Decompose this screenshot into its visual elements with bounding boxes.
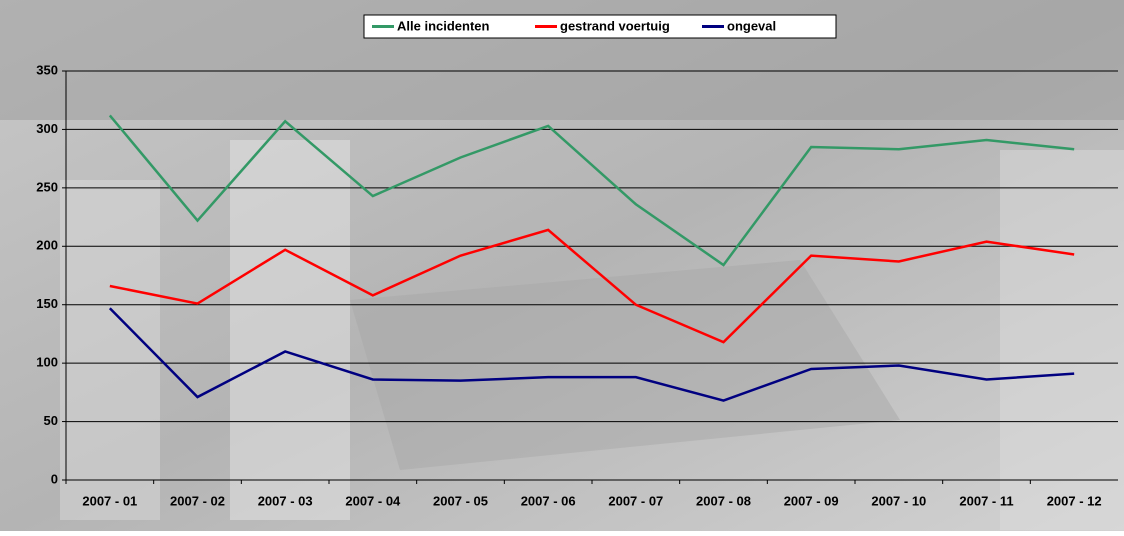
legend-label: Alle incidenten xyxy=(397,18,490,33)
y-tick-label: 200 xyxy=(36,238,58,253)
y-tick-label: 350 xyxy=(36,62,58,77)
background-shape xyxy=(350,260,900,470)
y-tick-label: 300 xyxy=(36,121,58,136)
legend-label: ongeval xyxy=(727,18,776,33)
x-tick-label: 2007 - 12 xyxy=(1047,493,1102,508)
x-tick-label: 2007 - 01 xyxy=(82,493,137,508)
x-tick-label: 2007 - 04 xyxy=(345,493,401,508)
legend-label: gestrand voertuig xyxy=(560,18,670,33)
legend-box xyxy=(363,14,837,39)
x-tick-label: 2007 - 09 xyxy=(784,493,839,508)
x-tick-label: 2007 - 11 xyxy=(959,493,1013,508)
series-line xyxy=(109,228,1075,344)
x-tick-label: 2007 - 02 xyxy=(170,493,225,508)
y-tick-label: 0 xyxy=(51,471,58,486)
x-tick-label: 2007 - 05 xyxy=(433,493,488,508)
y-tick-label: 100 xyxy=(36,355,58,370)
x-tick-label: 2007 - 10 xyxy=(871,493,926,508)
background-shape xyxy=(230,140,350,520)
y-tick-label: 50 xyxy=(44,413,58,428)
y-tick-label: 150 xyxy=(36,296,58,311)
series-line xyxy=(108,114,1075,267)
x-tick-label: 2007 - 08 xyxy=(696,493,751,508)
y-tick-label: 250 xyxy=(36,179,58,194)
series-line xyxy=(108,307,1075,402)
x-tick-label: 2007 - 06 xyxy=(521,493,576,508)
background-shape xyxy=(60,180,160,520)
x-tick-label: 2007 - 07 xyxy=(608,493,663,508)
x-tick-label: 2007 - 03 xyxy=(258,493,313,508)
background-shape xyxy=(1000,150,1124,530)
